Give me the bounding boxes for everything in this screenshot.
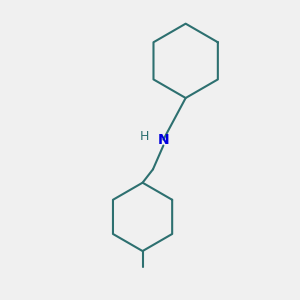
Text: N: N bbox=[158, 133, 169, 147]
Text: H: H bbox=[140, 130, 149, 143]
